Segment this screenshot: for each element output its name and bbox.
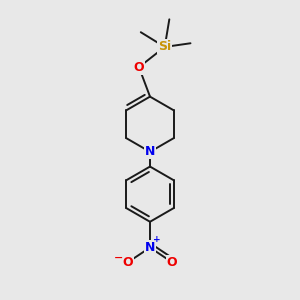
Text: N: N (145, 145, 155, 158)
Text: N: N (145, 241, 155, 254)
Text: O: O (123, 256, 133, 269)
Text: O: O (167, 256, 177, 269)
Text: +: + (153, 235, 160, 244)
Text: Si: Si (158, 40, 171, 53)
Text: O: O (134, 61, 144, 74)
Text: −: − (114, 253, 123, 263)
